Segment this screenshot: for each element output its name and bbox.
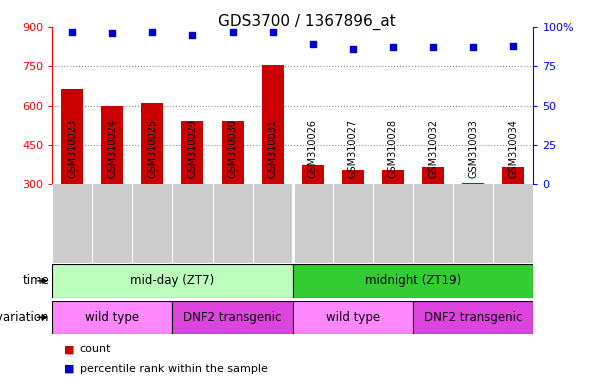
Text: ■: ■: [64, 344, 75, 354]
Point: [468, 44, 478, 50]
Point: [188, 31, 197, 38]
Bar: [302, 165, 324, 263]
Bar: [293, 264, 533, 298]
Point: [107, 30, 117, 36]
Bar: [462, 183, 484, 263]
Text: ■: ■: [64, 364, 75, 374]
Text: DNF2 transgenic: DNF2 transgenic: [424, 311, 522, 324]
Point: [388, 44, 398, 50]
Bar: [502, 167, 524, 263]
Bar: [52, 264, 293, 298]
Text: time: time: [22, 275, 49, 287]
Point: [227, 28, 237, 35]
Text: wild type: wild type: [326, 311, 380, 324]
Bar: [61, 89, 83, 263]
Bar: [101, 106, 123, 263]
Text: GDS3700 / 1367896_at: GDS3700 / 1367896_at: [218, 13, 395, 30]
Text: percentile rank within the sample: percentile rank within the sample: [80, 364, 267, 374]
Text: mid-day (ZT7): mid-day (ZT7): [131, 275, 215, 287]
Text: wild type: wild type: [85, 311, 139, 324]
Text: midnight (ZT19): midnight (ZT19): [365, 275, 461, 287]
Text: DNF2 transgenic: DNF2 transgenic: [183, 311, 282, 324]
Bar: [422, 167, 444, 263]
Bar: [413, 301, 533, 334]
Bar: [221, 121, 243, 263]
Bar: [262, 65, 284, 263]
Point: [348, 46, 358, 52]
Point: [67, 28, 77, 35]
Bar: [172, 301, 293, 334]
Point: [308, 41, 318, 47]
Bar: [181, 121, 204, 263]
Text: genotype/variation: genotype/variation: [0, 311, 49, 324]
Bar: [342, 170, 364, 263]
Bar: [142, 103, 164, 263]
Bar: [293, 301, 413, 334]
Point: [148, 28, 158, 35]
Bar: [52, 301, 172, 334]
Bar: [382, 170, 404, 263]
Point: [508, 43, 518, 49]
Point: [428, 44, 438, 50]
Point: [268, 28, 278, 35]
Text: count: count: [80, 344, 111, 354]
